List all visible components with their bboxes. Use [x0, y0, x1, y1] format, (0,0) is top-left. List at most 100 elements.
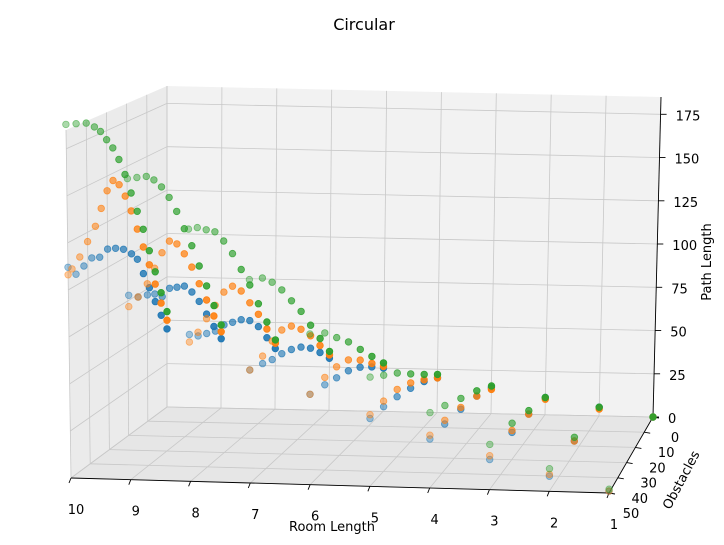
grid-line-x	[489, 414, 546, 490]
scatter-point-series-3	[139, 225, 147, 233]
scatter-point-series-3	[188, 241, 196, 250]
scatter-point-series-2	[263, 325, 271, 333]
grid-line-x	[190, 408, 276, 482]
scatter-point-series-3	[441, 401, 449, 410]
scatter-point-series-3	[457, 394, 465, 403]
scatter-point-series-3	[246, 281, 254, 289]
scatter-point-series-2	[134, 293, 142, 301]
pane-floor	[71, 407, 653, 493]
x-tick-label: 9	[132, 505, 140, 520]
scatter-point-series-2	[91, 222, 100, 230]
scatter-point-series-3	[570, 433, 579, 441]
grid-line-y	[126, 103, 129, 436]
scatter-point-series-3	[133, 207, 141, 215]
scatter-point-series-3	[379, 359, 388, 367]
scatter-point-series-1	[545, 472, 554, 480]
scatter-point-series-2	[332, 363, 341, 371]
grid-line-x	[309, 411, 384, 485]
scatter-point-series-1	[202, 329, 211, 338]
x-tick-label: 4	[431, 513, 439, 528]
scatter-point-series-2	[76, 253, 84, 261]
scatter-point-series-1	[393, 393, 401, 401]
scatter-point-series-1	[237, 316, 245, 324]
axis-lines	[68, 96, 667, 499]
x-tick-mark	[606, 492, 610, 499]
scatter-point-series-2	[605, 487, 613, 495]
scatter-point-series-2	[139, 243, 147, 251]
scatter-point-series-1	[165, 284, 174, 292]
scatter-point-series-2	[486, 452, 494, 460]
scatter-point-series-2	[195, 280, 203, 288]
scatter-point-series-3	[237, 265, 245, 274]
scatter-point-series-1	[194, 332, 202, 340]
grid-line-z	[166, 103, 661, 115]
scatter-point-series-2	[157, 299, 165, 307]
scatter-point-series-2	[237, 287, 245, 295]
scatter-point-series-2	[321, 373, 329, 382]
scatter-point-series-2	[287, 322, 296, 330]
scatter-point-series-2	[151, 280, 159, 288]
scatter-point-series-3	[258, 274, 267, 282]
scatter-point-series-1	[64, 263, 72, 271]
y-tick-mark	[608, 492, 616, 495]
scatter-point-series-1	[426, 435, 434, 443]
scatter-point-series-2	[441, 416, 449, 424]
grid-line-y	[65, 129, 72, 479]
scatter-point-series-1	[151, 290, 159, 298]
scatter-point-series-2	[254, 310, 263, 318]
y-tick-label: 0	[671, 431, 679, 446]
scatter-point-series-2	[278, 326, 286, 334]
scatter-point-series-2	[258, 352, 267, 360]
x-tick-label: 6	[311, 510, 319, 525]
scatter-point-series-3	[268, 278, 276, 286]
grid-line-y	[128, 435, 636, 448]
scatter-point-series-2	[125, 302, 133, 311]
z-axis-label: Path Length	[700, 223, 715, 301]
scatter-point-series-3	[245, 275, 254, 284]
scatter-point-series-3	[90, 123, 99, 131]
scatter-point-series-3	[473, 387, 481, 395]
scatter-point-series-1	[133, 255, 142, 263]
scatter-point-series-3	[211, 228, 219, 236]
grid-line-x	[250, 410, 330, 484]
z-tick-label: 50	[670, 326, 687, 341]
scatter-point-series-1	[124, 291, 133, 299]
scatter-point-series-3	[145, 246, 153, 255]
scatter-point-series-2	[210, 312, 218, 320]
x-axis-label: Room Length	[289, 520, 375, 535]
grid-line-y	[147, 420, 645, 433]
scatter-point-series-3	[219, 237, 228, 245]
y-tick-mark	[617, 477, 624, 480]
scatter-point-series-3	[133, 173, 141, 182]
scatter-point-series-3	[157, 183, 166, 191]
grid-line-z	[166, 363, 655, 375]
scatter-point-series-3	[109, 144, 117, 152]
scatter-point-series-3	[344, 338, 353, 346]
tick-labels: 10 9 8 7 6 5 4 3 2 101020304050025507510012515017…	[68, 109, 701, 533]
scatter-point-series-3	[193, 223, 201, 232]
grid-line-x	[436, 92, 442, 413]
grid-line-y	[109, 449, 627, 463]
y-tick-mark	[626, 462, 633, 465]
scatter-point-series-1	[263, 334, 271, 342]
scatter-point-series-2	[121, 192, 129, 200]
scatter-point-series-2	[103, 187, 111, 195]
scatter-point-series-2	[202, 315, 211, 323]
grid-line-x	[429, 413, 492, 489]
z-axis-line	[652, 96, 662, 418]
grid-line-x	[220, 87, 223, 409]
scatter-point-series-1	[195, 297, 203, 306]
scatter-point-series-1	[157, 311, 165, 319]
scatter-point-series-3	[96, 127, 105, 136]
scatter-point-series-3	[325, 347, 334, 356]
y-tick-label: 50	[623, 507, 640, 522]
scatter-point-series-2	[407, 379, 415, 387]
scatter-point-series-1	[246, 316, 254, 325]
scatter-point-series-1	[321, 381, 329, 389]
scatter-point-series-3	[254, 300, 263, 308]
scatter-point-series-3	[333, 333, 341, 342]
scatter-point-series-3	[123, 174, 132, 183]
z-tick-label: 125	[673, 196, 698, 211]
grid-line-z	[68, 233, 168, 291]
scatter-point-series-3	[541, 393, 549, 402]
